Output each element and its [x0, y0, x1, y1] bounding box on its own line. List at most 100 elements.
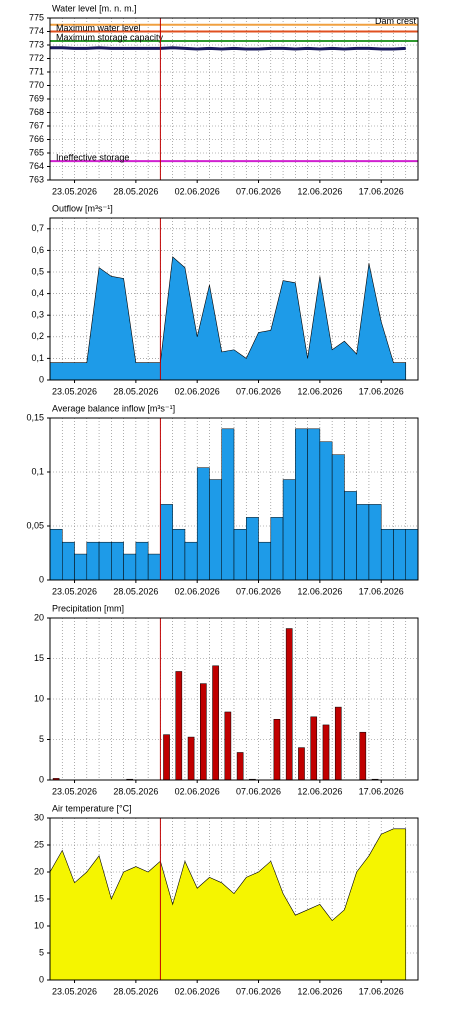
- x-tick-label: 02.06.2026: [175, 586, 220, 596]
- step: [172, 528, 186, 581]
- step: [319, 441, 333, 581]
- panel: Air temperature [°C] 0 5 10 15 20 25 30 23.05.20…: [34, 803, 419, 996]
- x-tick-label: 17.06.2026: [359, 386, 404, 396]
- y-tick-label: 772: [29, 53, 44, 63]
- step: [111, 541, 124, 581]
- y-tick-label: 0,15: [26, 412, 44, 422]
- y-tick-label: 0,3: [31, 310, 44, 320]
- step: [221, 428, 235, 581]
- y-tick-label: 774: [29, 26, 44, 36]
- bar: [236, 752, 244, 781]
- x-tick-label: 28.05.2026: [113, 586, 158, 596]
- y-tick-label: 0,5: [31, 266, 44, 276]
- area: [49, 828, 407, 981]
- y-tick-label: 0,2: [31, 331, 44, 341]
- x-tick-label: 02.06.2026: [175, 386, 220, 396]
- step: [135, 541, 149, 581]
- bar: [322, 724, 330, 781]
- y-tick-label: 20: [34, 866, 44, 876]
- panel: Average balance inflow [m³s⁻¹] 0 0,05 0,1 0,…: [26, 403, 419, 596]
- chart-title: Precipitation [mm]: [52, 603, 124, 613]
- step: [356, 504, 370, 581]
- step: [246, 517, 259, 581]
- step: [160, 504, 173, 581]
- step: [393, 528, 406, 581]
- y-tick-label: 775: [29, 12, 44, 22]
- y-tick-label: 15: [34, 893, 44, 903]
- chart-title: Outflow [m³s⁻¹]: [52, 203, 113, 213]
- step: [74, 553, 88, 581]
- y-tick-label: 10: [34, 920, 44, 930]
- water-level-line: [50, 46, 406, 51]
- y-tick-label: 10: [34, 693, 44, 703]
- y-tick-label: 0,05: [26, 520, 44, 530]
- step: [282, 479, 296, 581]
- y-tick-label: 765: [29, 147, 44, 157]
- bar: [200, 683, 207, 781]
- x-tick-label: 23.05.2026: [52, 186, 97, 196]
- step: [233, 528, 247, 581]
- y-tick-label: 0: [39, 974, 44, 984]
- y-tick-label: 0,1: [31, 466, 44, 476]
- x-tick-label: 17.06.2026: [359, 986, 404, 996]
- step: [270, 517, 284, 581]
- x-tick-label: 07.06.2026: [236, 586, 281, 596]
- reference-label: Ineffective storage: [56, 152, 129, 162]
- bar: [359, 731, 367, 781]
- bar: [285, 628, 293, 781]
- x-tick-label: 02.06.2026: [175, 186, 220, 196]
- y-tick-label: 5: [39, 947, 44, 957]
- y-tick-label: 768: [29, 107, 44, 117]
- x-tick-label: 12.06.2026: [297, 386, 342, 396]
- x-tick-label: 12.06.2026: [297, 186, 342, 196]
- step: [196, 467, 210, 581]
- step: [258, 541, 272, 581]
- y-tick-label: 767: [29, 120, 44, 130]
- x-tick-label: 17.06.2026: [359, 186, 404, 196]
- bar: [224, 711, 232, 781]
- bar: [212, 665, 219, 781]
- step: [62, 541, 75, 581]
- y-tick-label: 766: [29, 134, 44, 144]
- step: [184, 541, 198, 581]
- plot-frame: [49, 217, 419, 381]
- x-tick-label: 28.05.2026: [113, 386, 158, 396]
- x-tick-label: 23.05.2026: [52, 386, 97, 396]
- step: [295, 428, 308, 581]
- y-tick-label: 0,1: [31, 353, 44, 363]
- step: [307, 428, 321, 581]
- step: [98, 541, 112, 581]
- y-tick-label: 771: [29, 66, 44, 76]
- y-tick-label: 0: [39, 574, 44, 584]
- x-tick-label: 28.05.2026: [113, 186, 158, 196]
- chart-title: Average balance inflow [m³s⁻¹]: [52, 403, 175, 413]
- y-tick-label: 5: [39, 734, 44, 744]
- x-tick-label: 12.06.2026: [297, 986, 342, 996]
- step: [344, 491, 357, 581]
- x-tick-label: 17.06.2026: [359, 586, 404, 596]
- x-tick-label: 02.06.2026: [175, 786, 220, 796]
- x-tick-label: 02.06.2026: [175, 986, 220, 996]
- step: [49, 528, 63, 581]
- chart-title: Water level [m. n. m.]: [52, 3, 137, 13]
- reference-label: Maximum storage capacity: [56, 32, 164, 42]
- bar: [175, 671, 183, 781]
- panel: Precipitation [mm] 0 5 10 15 20 23.05.2026 28.0…: [34, 603, 419, 796]
- panel: Water level [m. n. m.] 763 764 765 766 767 768…: [29, 3, 419, 196]
- y-tick-label: 0: [39, 374, 44, 384]
- y-tick-label: 773: [29, 39, 44, 49]
- y-tick-label: 770: [29, 80, 44, 90]
- x-tick-label: 07.06.2026: [236, 986, 281, 996]
- reference-label: Maximum water level: [56, 23, 141, 33]
- step: [331, 454, 345, 581]
- x-tick-label: 12.06.2026: [297, 786, 342, 796]
- bar: [163, 734, 170, 781]
- x-tick-label: 23.05.2026: [52, 986, 97, 996]
- y-tick-label: 0,4: [31, 288, 44, 298]
- chart-title: Air temperature [°C]: [52, 803, 132, 813]
- x-tick-label: 17.06.2026: [359, 786, 404, 796]
- plot-frame: [49, 817, 419, 981]
- bar: [187, 736, 195, 781]
